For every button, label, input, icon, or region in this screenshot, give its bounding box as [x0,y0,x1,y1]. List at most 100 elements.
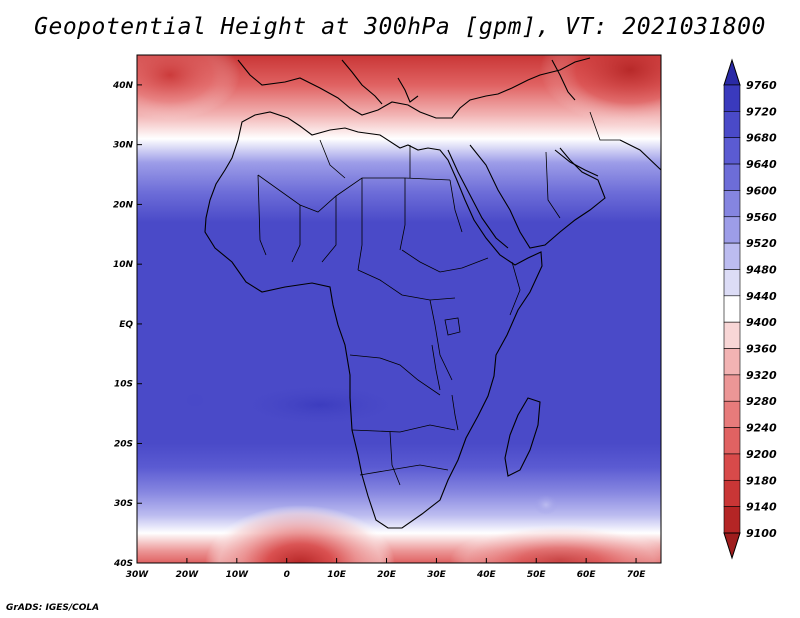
border-line [389,431,401,486]
colorbar-swatch [723,269,741,297]
colorbar-label: 9560 [746,211,777,224]
border-line [401,249,489,273]
colorbar-label: 9200 [746,448,777,461]
small-high [187,394,203,406]
border-line [359,464,449,476]
lake-victoria [444,317,461,336]
colorbar-label: 9360 [746,343,777,356]
y-tick-label: EQ [119,320,133,330]
x-tick-label: 30W [126,570,150,580]
y-tick-label: 30N [113,141,134,151]
map-title: Geopotential Height at 300hPa [gpm], VT:… [34,14,766,40]
colorbar-swatch [723,374,741,402]
colorbar-swatch [723,427,741,455]
x-tick-label: 40E [476,570,497,580]
coastlines [204,57,661,529]
colorbar-swatch [723,348,741,376]
border-line [349,354,441,396]
europe-coastline [237,57,591,119]
x-tick-label: 20W [176,570,200,580]
africa-coastline [204,111,543,529]
colorbar-label: 9140 [746,501,777,514]
colorbar-label: 9440 [746,290,777,303]
border-line [429,299,453,381]
x-tick-label: 30E [427,570,447,580]
border-line [321,196,337,263]
colorbar-swatch [723,111,741,139]
height-gradient [137,55,661,563]
height-field [137,55,661,563]
colorbar-swatch [723,190,741,218]
colorbar-label: 9240 [746,422,777,435]
colorbar-swatch [723,84,741,112]
colorbar-swatch [723,216,741,244]
colorbar-label: 9280 [746,395,777,408]
colorbar-label: 9760 [746,79,777,92]
greece-coastline [397,77,419,103]
colorbar-swatch [723,506,741,534]
italy-coastline [341,59,383,105]
x-tick-label: 10E [327,570,347,580]
colorbar-label: 9320 [746,369,777,382]
colorbar-max-triangle [723,58,741,86]
y-tick-label: 40S [113,559,133,569]
x-tick-label: 0 [284,570,290,580]
madagascar [504,397,541,477]
south-asia-coast [619,139,661,171]
trough-south-atlantic [205,505,395,563]
red-sea [447,149,509,249]
border-line [509,261,521,316]
colorbar-label: 9600 [746,184,777,197]
x-tick-label: 10W [226,570,250,580]
border-line [291,205,301,263]
country-borders [257,111,620,486]
x-tick-label: 50E [527,570,547,580]
colorbar-label: 9680 [746,132,777,145]
border-line [357,269,456,301]
colorbar-swatch [723,242,741,270]
colorbar-swatch [723,295,741,323]
colorbar-label: 9640 [746,158,777,171]
colorbar: 9760 9720 9680 9640 9600 9560 9520 9480 9440 9400… [723,58,777,560]
credit-text: GrADS: IGES/COLA [6,603,100,613]
x-tick-label: 60E [577,570,597,580]
colorbar-label: 9100 [746,527,777,540]
x-tick-label: 20E [377,570,397,580]
colorbar-swatch [723,163,741,191]
longitude-axis: 30W 20W 10W 0 10E 20E 30E 40E 50E 60E 70E [126,558,646,580]
colorbar-label: 9480 [746,263,777,276]
colorbar-label: 9520 [746,237,777,250]
colorbar-min-triangle [723,532,741,560]
colorbar-swatch [723,479,741,507]
lake-tanganyika [431,344,441,391]
persian-gulf [554,149,599,177]
colorbar-swatch [723,321,741,349]
border-line [257,174,267,256]
latitude-axis: 40S 30S 20S 10S EQ 10N 20N 30N 40N [112,81,142,569]
border-line [449,179,463,233]
plot-frame [136,54,662,564]
trough-south-indian [450,525,661,563]
border-line [399,178,406,251]
arabia-coastline [469,144,606,249]
y-tick-label: 20N [113,200,134,210]
caspian [551,59,576,101]
colorbar-label: 9180 [746,474,777,487]
colorbar-label: 9400 [746,316,777,329]
high-southern-africa [235,383,405,427]
border-line [545,151,561,219]
colorbar-swatch [723,400,741,428]
colorbar-swatch [723,453,741,481]
low-spot [534,495,558,515]
border-line [319,139,346,179]
x-tick-label: 70E [627,570,647,580]
y-tick-label: 30S [114,499,133,509]
y-tick-label: 10S [114,380,133,390]
ridge-northwest [137,55,240,120]
border-line [351,424,456,433]
y-tick-label: 40N [112,81,134,91]
ridge-northeast [540,55,661,125]
border-line [589,111,620,141]
y-tick-label: 10N [113,260,134,270]
